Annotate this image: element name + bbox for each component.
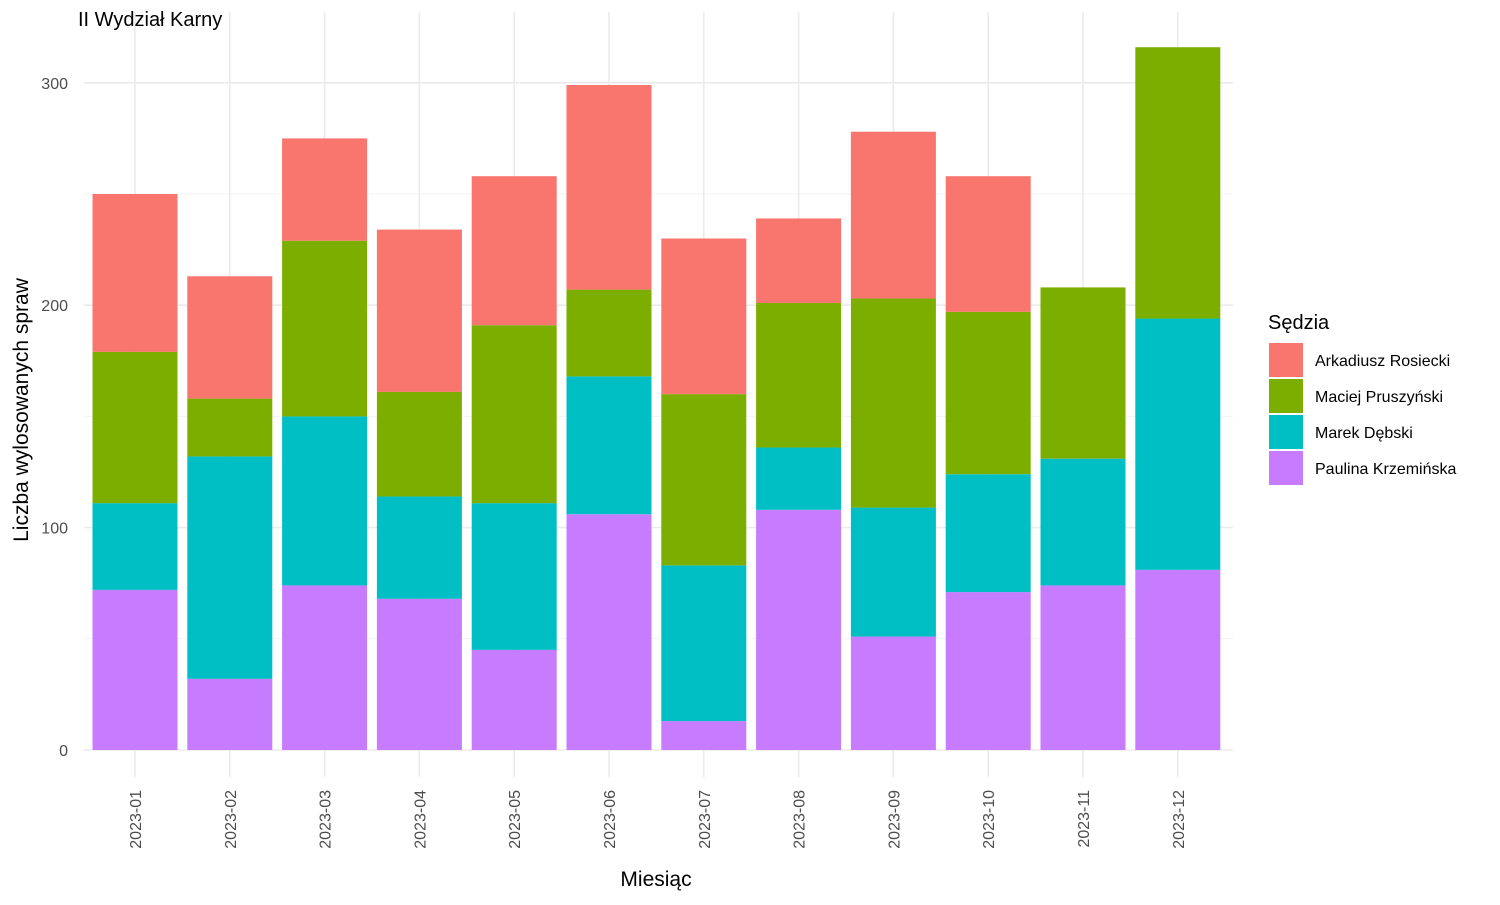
legend-key (1269, 415, 1303, 449)
bar-segment (1135, 318, 1221, 570)
chart-title: II Wydział Karny (78, 9, 222, 31)
bar-segment (92, 589, 178, 750)
bar-segment (282, 240, 368, 417)
legend-key (1269, 379, 1303, 413)
bar-segment (187, 678, 273, 750)
bar-segment (756, 447, 842, 510)
x-axis-label: Miesiąc (620, 868, 691, 891)
bar-segment (471, 503, 557, 650)
legend: Sędzia Arkadiusz Rosiecki Maciej Pruszyńs… (1268, 312, 1457, 485)
x-tick-label: 2023-08 (792, 790, 809, 849)
bar-segment (376, 229, 462, 392)
bar-segment (1040, 585, 1126, 750)
bar-segment (850, 507, 936, 637)
x-tick-label: 2023-04 (412, 790, 429, 849)
bar-segment (92, 194, 178, 352)
bar-segment (661, 565, 747, 722)
bar-segment (566, 514, 652, 750)
bar-segment (282, 416, 368, 586)
bar-segment (566, 85, 652, 290)
bar-segment (566, 376, 652, 515)
legend-key (1269, 343, 1303, 377)
bar-segment (945, 474, 1031, 593)
bar-segment (945, 176, 1031, 312)
bar-segment (1135, 569, 1221, 750)
bar-segment (850, 636, 936, 750)
bars (92, 47, 1221, 750)
x-tick-label: 2023-06 (602, 790, 619, 849)
bar-segment (92, 503, 178, 590)
bar-segment (850, 131, 936, 299)
bar-segment (187, 456, 273, 679)
x-tick-label: 2023-07 (697, 790, 714, 849)
x-tick-label: 2023-05 (507, 790, 524, 849)
bar-segment (187, 398, 273, 457)
bar-segment (566, 289, 652, 377)
legend-label: Arkadiusz Rosiecki (1315, 353, 1450, 370)
x-tick-label: 2023-01 (128, 790, 145, 849)
legend-key (1269, 451, 1303, 485)
y-tick-label: 0 (59, 743, 68, 760)
bar-segment (471, 649, 557, 750)
y-tick-label: 300 (41, 76, 68, 93)
bar-segment (756, 302, 842, 448)
bar-segment (1040, 287, 1126, 459)
x-tick-label: 2023-03 (318, 790, 335, 849)
bar-segment (850, 298, 936, 508)
x-tick-label: 2023-12 (1171, 790, 1188, 849)
bar-segment (376, 391, 462, 497)
y-tick-label: 200 (41, 298, 68, 315)
bar-segment (471, 325, 557, 504)
bar-segment (945, 311, 1031, 475)
bar-segment (187, 276, 273, 399)
y-axis-label: Liczba wylosowanych spraw (10, 277, 33, 542)
legend-label: Marek Dębski (1315, 425, 1413, 442)
bar-segment (756, 218, 842, 303)
bar-segment (661, 394, 747, 566)
legend-title: Sędzia (1268, 312, 1330, 334)
y-axis: 0 100 200 300 (41, 76, 68, 760)
bar-segment (92, 351, 178, 504)
bar-segment (756, 509, 842, 750)
x-axis: 2023-01 2023-02 2023-03 2023-04 2023-05 2023-… (128, 790, 1188, 849)
bar-segment (282, 138, 368, 241)
bar-segment (471, 176, 557, 326)
x-tick-label: 2023-10 (981, 790, 998, 849)
x-tick-label: 2023-11 (1076, 790, 1093, 848)
bar-segment (1135, 47, 1221, 319)
bar-segment (376, 598, 462, 750)
bar-segment (661, 721, 747, 750)
bar-segment (661, 238, 747, 395)
x-tick-label: 2023-09 (886, 790, 903, 849)
bar-segment (945, 592, 1031, 750)
bar-segment (282, 585, 368, 750)
legend-label: Paulina Krzemińska (1315, 461, 1457, 478)
bar-segment (1040, 458, 1126, 586)
y-tick-label: 100 (41, 521, 68, 538)
bar-segment (376, 496, 462, 599)
x-tick-label: 2023-02 (223, 790, 240, 849)
legend-label: Maciej Pruszyński (1315, 389, 1443, 406)
